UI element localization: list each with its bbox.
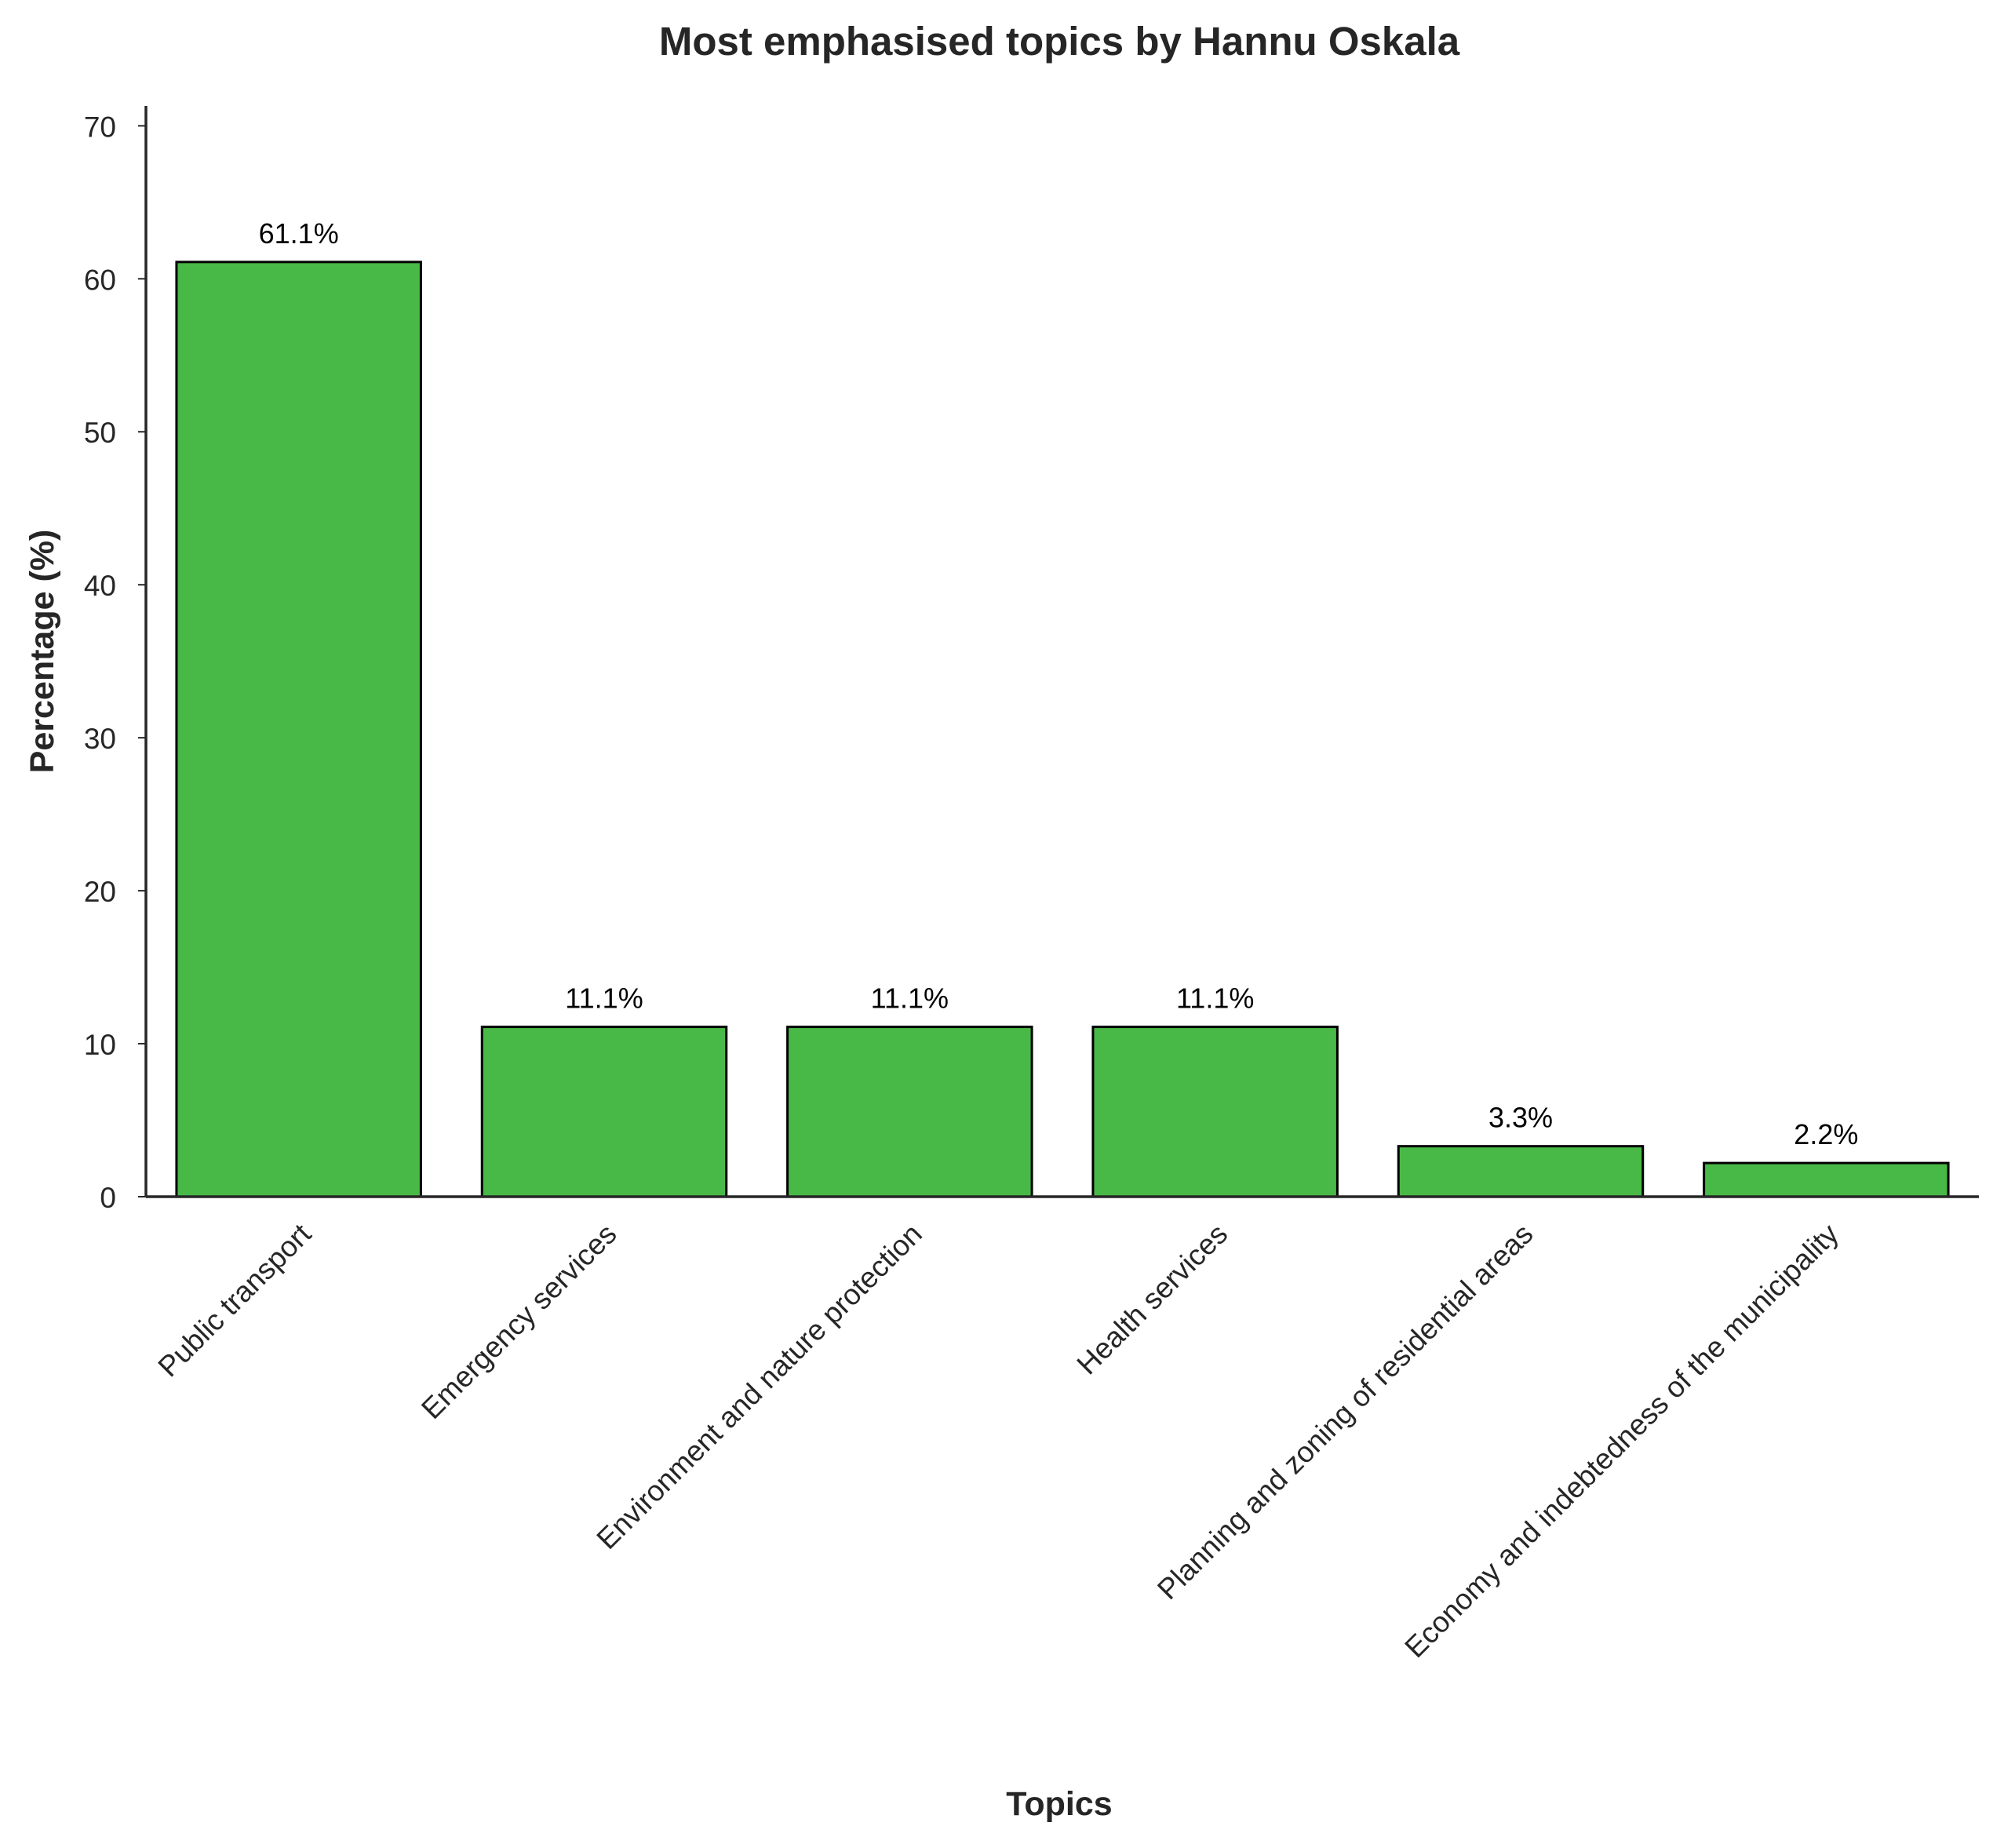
bar-data-label: 11.1% [1176,982,1254,1015]
x-tick-label: Environment and nature protection [591,1218,928,1555]
y-tick-label: 60 [84,264,116,296]
y-tick-label: 50 [84,417,116,449]
bar-data-label: 11.1% [871,982,949,1015]
y-tick-label: 20 [84,876,116,908]
bar [1091,1026,1339,1198]
bar [175,261,422,1198]
y-axis-label: Percentage (%) [24,530,61,774]
y-tick-label: 40 [84,570,116,602]
bar [480,1026,728,1198]
x-tick-label: Public transport [152,1217,318,1383]
x-tick-label: Planning and zoning of residential areas [1151,1218,1539,1606]
y-tick-label: 70 [84,111,116,143]
x-axis-label: Topics [1006,1785,1112,1823]
x-tick-label: Emergency services [415,1218,623,1426]
y-tick-label: 0 [100,1182,116,1214]
chart-title: Most emphasised topics by Hannu Oskala [659,19,1460,64]
bar [1397,1145,1645,1198]
plot-area: 0 10 20 30 40 50 60 70 61.1% Public transport 11.1… [84,106,1979,1664]
y-tick-label: 10 [84,1029,116,1061]
bar-data-label: 61.1% [259,217,339,250]
y-tick-label: 30 [84,723,116,755]
x-tick-label: Health services [1070,1218,1233,1381]
bar-data-label: 3.3% [1488,1102,1553,1134]
bar-data-label: 11.1% [565,982,643,1015]
bar [786,1026,1033,1198]
bar-data-label: 2.2% [1794,1118,1858,1150]
bar [1703,1161,1950,1198]
